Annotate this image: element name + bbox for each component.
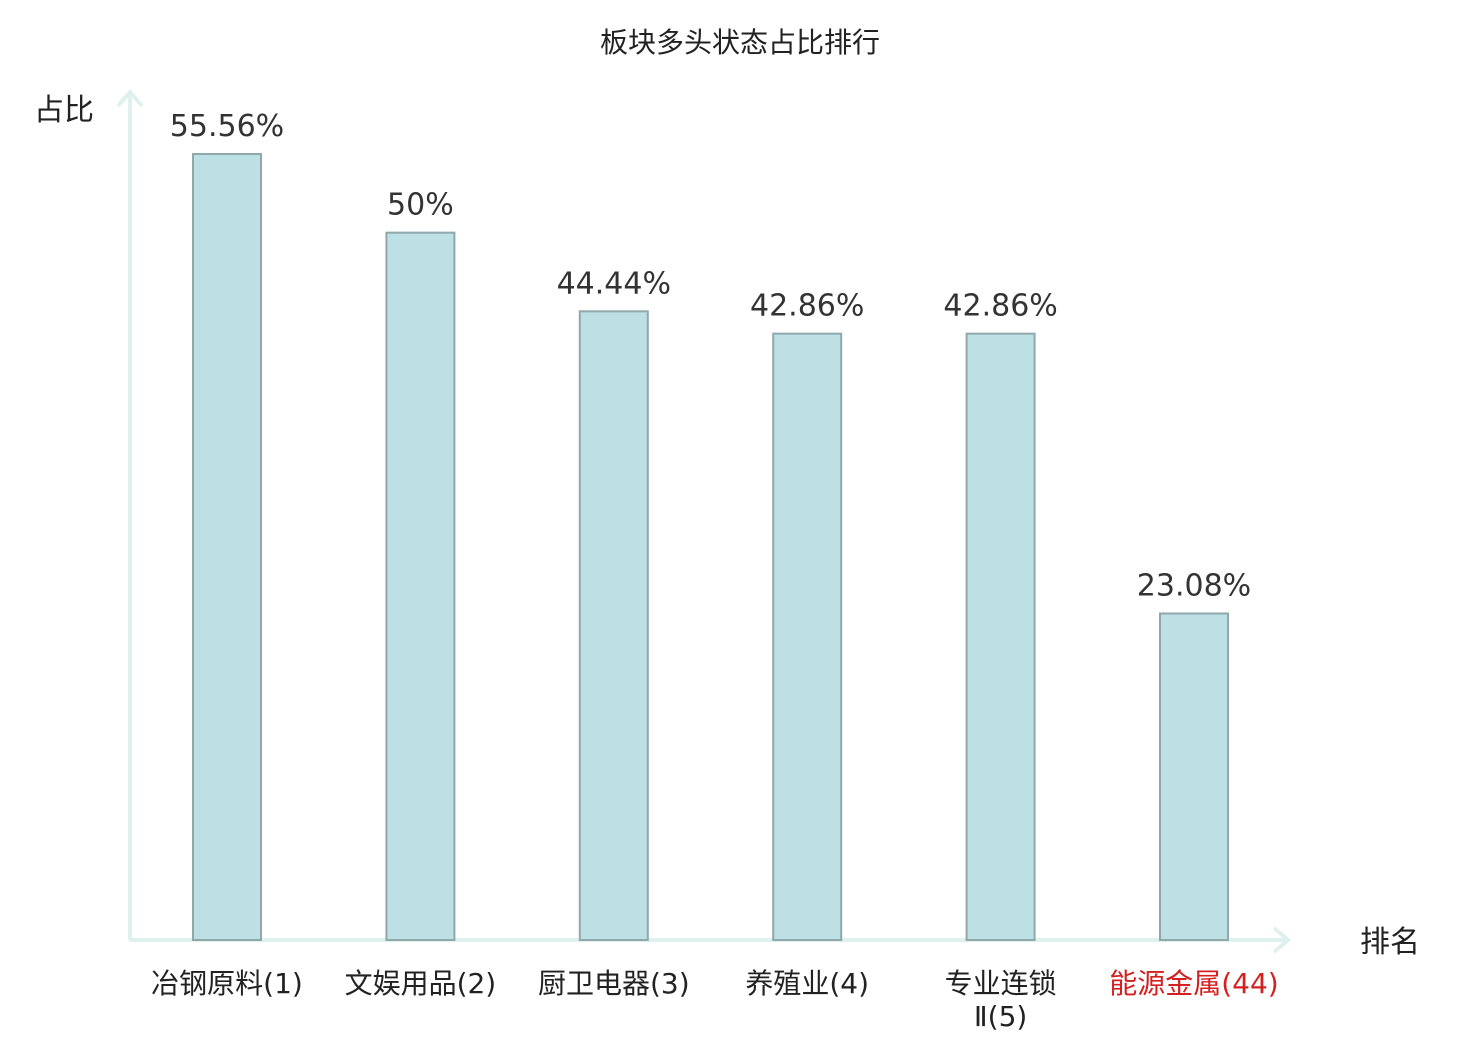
value-label-5: 42.86% bbox=[943, 289, 1057, 324]
bar-2 bbox=[385, 231, 456, 941]
bars-group: 55.56% 冶钢原料(1) 50% 文娱用品(2) 44.44% 厨卫电器(3) 42.8… bbox=[151, 109, 1279, 1033]
value-label-3: 44.44% bbox=[557, 266, 671, 301]
category-label-5-line-2: Ⅱ(5) bbox=[974, 1000, 1027, 1033]
value-label-6: 23.08% bbox=[1137, 568, 1251, 603]
category-label-4: 养殖业(4) bbox=[745, 967, 869, 1000]
category-label-2: 文娱用品(2) bbox=[345, 967, 497, 1000]
x-axis-label: 排名 bbox=[1360, 925, 1420, 960]
bar-4 bbox=[772, 332, 843, 941]
category-label-1: 冶钢原料(1) bbox=[151, 967, 303, 1000]
x-axis-arrow bbox=[1272, 926, 1292, 954]
category-label-5-line-1: 专业连锁 bbox=[945, 967, 1057, 1000]
bar-5 bbox=[965, 332, 1036, 941]
y-axis-label: 占比 bbox=[34, 93, 94, 128]
bar-6 bbox=[1159, 612, 1229, 941]
value-label-4: 42.86% bbox=[750, 289, 864, 324]
chart-title: 板块多头状态占比排行 bbox=[600, 26, 880, 59]
y-axis-arrow bbox=[116, 88, 144, 108]
category-label-6: 能源金属(44) bbox=[1109, 967, 1278, 1000]
bar-1 bbox=[192, 153, 262, 941]
bar-3 bbox=[578, 310, 649, 941]
category-label-3: 厨卫电器(3) bbox=[538, 967, 690, 1000]
value-label-1: 55.56% bbox=[170, 109, 284, 144]
value-label-2: 50% bbox=[387, 188, 454, 223]
